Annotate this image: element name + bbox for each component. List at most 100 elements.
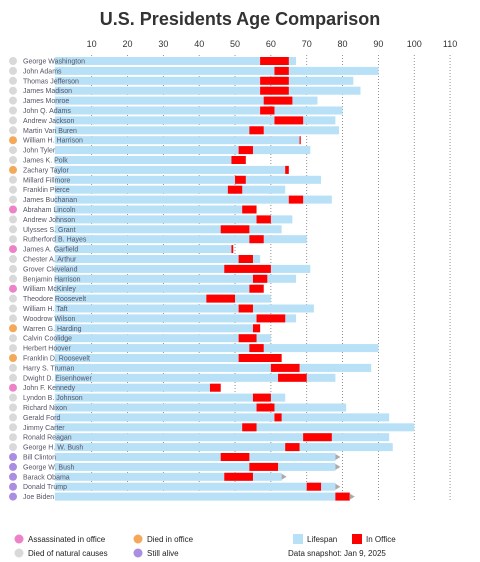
status-marker [9,373,17,382]
legend-died-in-office-marker [133,534,143,544]
lifespan-bar [54,235,307,244]
president-name: John Q. Adams [23,108,71,115]
president-name: George W. Bush [23,464,74,471]
in-office-bar [274,413,282,422]
legend-lifespan-label: Lifespan [307,535,337,544]
president-name: James A. Garfield [23,247,78,254]
status-marker [9,284,17,293]
president-name: Ulysses S. Grant [23,227,76,234]
data-snapshot-note: Data snapshot: Jan 9, 2025 [288,549,386,558]
president-name: Franklin Pierce [23,187,70,194]
in-office-bar [252,393,271,402]
status-marker [9,354,17,362]
president-row: Thomas Jefferson [9,76,354,85]
x-axis-ticks: 10 20 30 40 50 60 70 80 90 100 110 [87,39,458,49]
president-name: Richard Nixon [23,405,67,412]
still-alive-arrow [335,454,341,460]
in-office-bar [260,76,289,85]
in-office-bar [209,383,221,392]
president-name: James Madison [23,88,72,95]
president-name: Ronald Reagan [23,435,72,442]
lifespan-bar [54,255,261,263]
president-row: Joe Biden [9,492,355,501]
status-marker [9,433,17,442]
president-name: William H. Harrison [23,138,83,145]
status-marker [9,205,17,214]
lifespan-bar [54,433,390,442]
lifespan-bar [54,116,336,125]
status-marker [9,274,17,283]
status-marker [9,383,17,392]
lifespan-bar [54,146,311,155]
lifespan-bar [54,126,339,135]
president-row: William H. Harrison [9,136,301,145]
president-row: Franklin D. Roosevelt [9,354,282,363]
in-office-bar [206,294,236,303]
president-row: Andrew Jackson [9,116,336,125]
status-marker [9,443,17,452]
in-office-bar [274,116,304,125]
in-office-bar [238,255,253,263]
president-name: William H. Taft [23,306,68,313]
president-name: Calvin Coolidge [23,336,72,343]
lifespan-bar [54,413,390,422]
president-name: Thomas Jefferson [23,78,79,85]
still-alive-arrow [349,493,355,500]
x-tick-label: 110 [443,39,457,49]
lifespan-bar [54,96,318,105]
president-row: George H. W. Bush [9,443,393,452]
x-tick-label: 70 [302,39,312,49]
status-marker [9,146,17,155]
in-office-bar [263,96,293,105]
status-marker [9,453,17,461]
president-name: Bill Clinton [23,455,56,462]
lifespan-bar [54,264,311,273]
lifespan-bar [54,373,336,382]
status-marker [9,334,17,343]
lifespan-bar [54,106,343,115]
president-row: Warren G. Harding [9,324,261,333]
status-marker [9,165,17,174]
president-row: Martin Van Buren [9,126,339,135]
president-name: Barack Obama [23,474,70,481]
president-name: Joe Biden [23,494,54,501]
lifespan-bar [54,205,257,214]
legend-assassinated-label: Assassinated in office [28,535,106,544]
in-office-bar [306,482,322,491]
president-name: William McKinley [23,286,76,293]
in-office-bar [260,86,289,95]
president-row: William H. Taft [9,304,314,313]
in-office-bar [285,443,300,452]
lifespan-bar [54,334,271,343]
status-marker [9,66,17,75]
x-tick-label: 10 [87,39,97,49]
president-name: Abraham Lincoln [23,207,76,214]
status-marker [9,294,17,303]
president-name: Rutherford B. Hayes [23,237,87,244]
lifespan-bar [54,195,332,204]
status-marker [9,57,17,65]
president-name: Benjamin Harrison [23,276,81,283]
x-tick-label: 20 [123,39,133,49]
lifespan-bar [54,363,372,372]
legend-in-office-swatch [352,534,362,544]
lifespan-bar [54,86,361,95]
status-marker [9,255,17,263]
president-row: Grover Cleveland [9,264,311,273]
lifespan-bar [54,314,296,323]
president-name: Franklin D. Roosevelt [23,356,90,363]
lifespan-bar [54,344,379,353]
status-marker [9,413,17,422]
president-row: James Monroe [9,96,318,105]
president-name: George H. W. Bush [23,445,83,452]
president-row: Herbert Hoover [9,344,379,353]
in-office-bar [249,284,264,293]
lifespan-bar [54,443,393,452]
status-marker [9,304,17,313]
in-office-bar [249,462,279,471]
status-marker [9,185,17,194]
president-name: Andrew Johnson [23,217,75,224]
lifespan-bar [54,403,347,412]
lifespan-bar [54,492,350,501]
still-alive-arrow [335,463,341,470]
